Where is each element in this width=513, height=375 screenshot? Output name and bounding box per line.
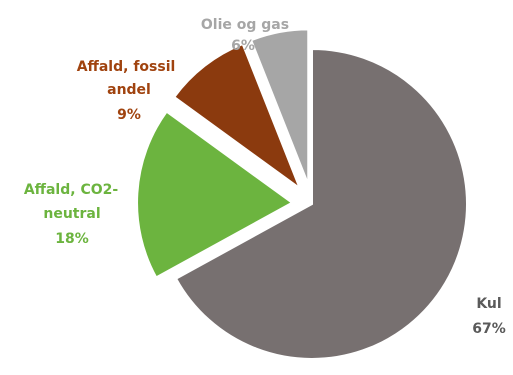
pie-slice-affald-co2-neutral <box>136 110 294 279</box>
label-fossil-pct: 9% <box>117 107 141 123</box>
label-co2-name-2: neutral <box>43 206 100 222</box>
label-co2-name-1: Affald, CO2- <box>24 182 119 198</box>
pie-slices <box>136 28 468 360</box>
label-olie-name: Olie og gas <box>201 17 289 33</box>
label-olie-pct: 6% <box>231 38 255 54</box>
pie-slice-kul <box>174 47 468 360</box>
label-kul-pct: 67% <box>472 321 506 337</box>
label-fossil-name-1: Affald, fossil <box>77 59 176 75</box>
label-fossil-name-2: andel <box>107 82 151 98</box>
pie-slice-olie-og-gas <box>249 28 310 185</box>
label-co2-pct: 18% <box>55 231 89 247</box>
label-kul-name: Kul <box>476 296 501 312</box>
pie-slice-affald-fossil-andel <box>172 42 302 192</box>
